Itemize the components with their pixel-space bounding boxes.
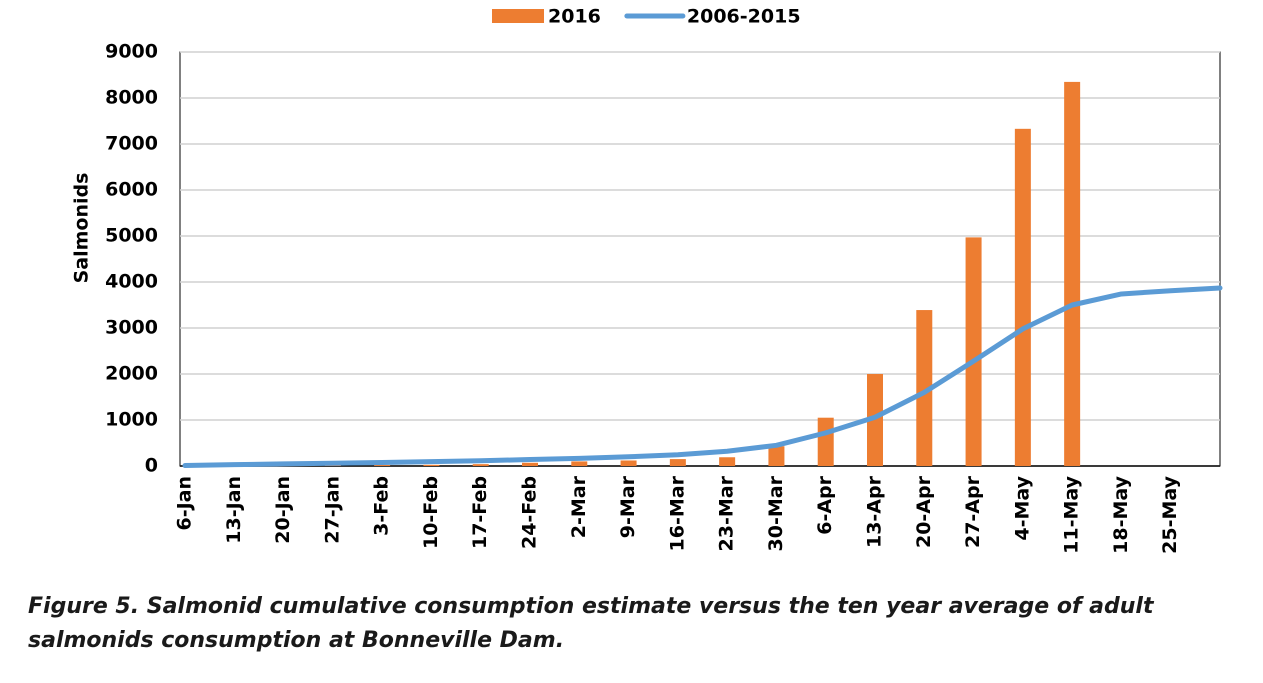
bar [1014,128,1031,466]
chart: Salmonids 0 1000 2000 3000 4000 5000 6000 7000 8… [71,6,1223,554]
bar [620,460,637,466]
x-tick-label: 4-May [1011,475,1033,540]
x-tick-label: 20-Jan [272,476,294,544]
y-tick-label: 6000 [105,179,158,201]
bar [374,465,391,466]
x-tick-label: 13-Jan [223,476,245,544]
x-tick-label: 16-Mar [666,475,688,551]
bar [768,446,785,466]
bar [867,374,883,466]
x-tick-label: 25-May [1159,475,1181,553]
bar [522,462,538,466]
x-tick-label: 11-May [1061,475,1083,553]
y-axis-label: Salmonids [71,173,93,284]
bar [571,461,588,466]
x-tick-label: 27-Jan [321,476,343,544]
x-tick-label: 6-Jan [174,476,196,531]
bar [916,310,933,466]
line [182,285,1223,469]
x-tick-label: 20-Apr [913,475,935,548]
x-tick-label: 27-Apr [962,475,984,548]
bar [965,237,982,466]
x-tick-label: 13-Apr [864,475,886,548]
x-tick-label: 23-Mar [716,475,738,551]
y-tick-label: 9000 [105,41,158,63]
x-tick-label: 6-Apr [814,475,836,534]
plot-area [179,51,1221,467]
x-tick-label: 18-May [1110,475,1132,553]
bar [423,464,440,466]
bar [817,417,834,466]
bar [1064,81,1081,467]
y-tick-label: 8000 [105,87,158,109]
y-tick-label: 3000 [105,317,158,339]
y-tick-label: 1000 [105,409,158,431]
y-tick-label: 2000 [105,363,158,385]
caption: Figure 5. Salmonid cumulative consumptio… [28,594,1154,653]
x-tick-label: 17-Feb [469,476,491,549]
bar [472,464,489,466]
x-tick-label: 10-Feb [420,476,442,549]
legend-label: 2006-2015 [687,6,801,28]
legend-swatch [492,9,544,23]
bar [669,459,686,466]
x-tick-label: 3-Feb [371,476,393,536]
bar [719,457,736,466]
legend-label: 2016 [548,6,601,28]
y-tick-label: 0 [145,455,158,477]
x-tick-label: 24-Feb [519,476,541,549]
x-tick-label: 30-Mar [765,475,787,551]
y-tick-label: 7000 [105,133,158,155]
y-tick-label: 4000 [105,271,158,293]
x-tick-label: 2-Mar [568,475,590,538]
x-tick-label: 9-Mar [617,475,639,538]
y-tick-label: 5000 [105,225,158,247]
